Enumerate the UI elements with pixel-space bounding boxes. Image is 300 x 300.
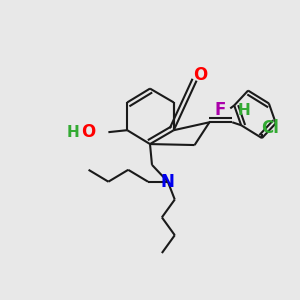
Text: H: H (238, 103, 250, 118)
Text: H: H (66, 125, 79, 140)
Text: O: O (81, 123, 96, 141)
Text: N: N (161, 173, 175, 191)
Text: Cl: Cl (261, 119, 279, 137)
Text: O: O (194, 66, 208, 84)
Text: F: F (215, 101, 226, 119)
